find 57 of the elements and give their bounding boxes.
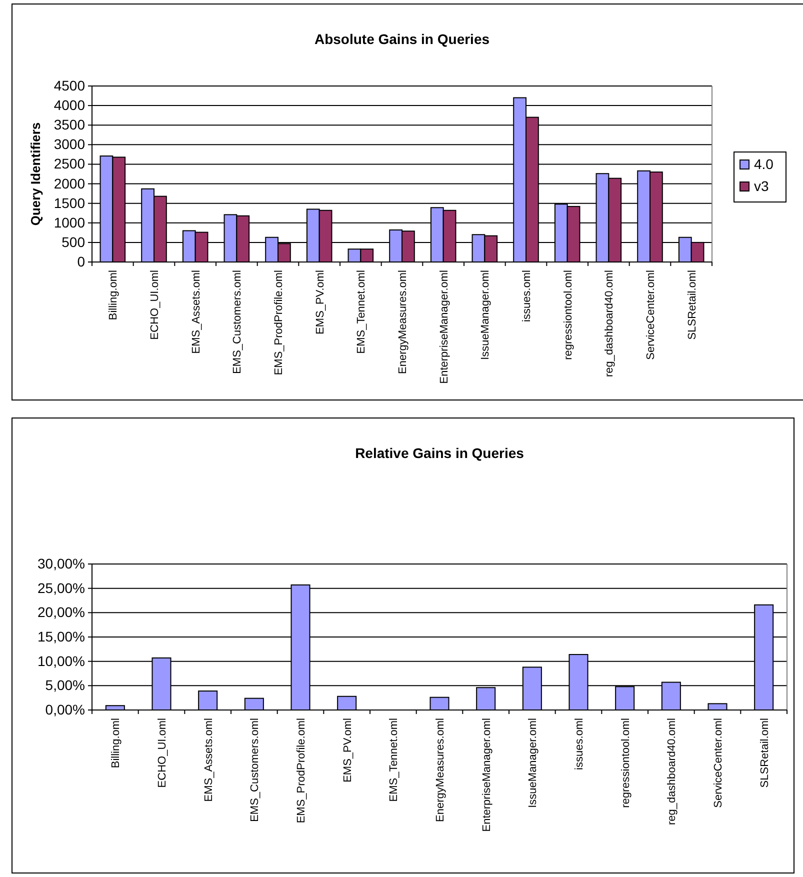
y-tick-label: 3000	[54, 136, 86, 152]
x-tick-label: ECHO_UI.oml	[156, 718, 168, 788]
bar	[337, 696, 357, 710]
x-tick-label: regressiontool.oml	[620, 718, 632, 808]
x-tick-label: EnterpriseManager.oml	[480, 718, 493, 832]
bar	[430, 696, 450, 710]
x-tick-label: SLSRetail.oml	[758, 718, 771, 788]
x-tick-label: IssueManager.oml	[480, 270, 492, 360]
x-tick-label: ServiceCenter.oml	[645, 270, 657, 360]
chart-title: Absolute Gains in Queries	[314, 31, 490, 47]
x-tick-label: EMS_Customers.oml	[249, 718, 262, 822]
x-tick-label: EMS_Tennet.oml	[388, 718, 400, 802]
y-tick-label: 1500	[54, 194, 86, 211]
y-axis-title: Query Identifiers	[28, 122, 43, 226]
y-tick-label: 5,00%	[45, 677, 85, 694]
x-tick-label: Billing.oml	[108, 270, 120, 320]
y-tick-label: 2500	[54, 156, 86, 172]
x-tick-label: reg_dashboard40.oml	[666, 718, 678, 826]
x-tick-label: EMS_ProdProfile.oml	[296, 718, 308, 824]
chart-title: Relative Gains in Queries	[355, 445, 524, 461]
x-tick-label: EnergyMeasures.oml	[434, 718, 446, 822]
x-tick-label: ECHO_UI.oml	[149, 270, 161, 340]
x-tick-label: IssueManager.oml	[527, 718, 540, 808]
y-tick-label: 500	[62, 234, 86, 250]
y-tick-label: 10,00%	[38, 652, 85, 669]
x-tick-label: reg_dashboard40.oml	[604, 270, 616, 378]
x-tick-label: EMS_PV.oml	[314, 270, 326, 334]
y-tick-label: 20,00%	[38, 604, 85, 620]
y-tick-label: 30,00%	[38, 555, 85, 572]
bar	[708, 703, 728, 710]
x-tick-label: issues.oml	[574, 718, 586, 770]
y-tick-label: 2000	[54, 175, 86, 192]
legend-label: v3	[754, 178, 769, 194]
legend-label: 4.0	[754, 156, 774, 172]
x-tick-label: EnergyMeasures.oml	[397, 270, 409, 374]
bar	[198, 690, 218, 710]
y-tick-label: 4500	[54, 77, 86, 94]
x-tick-label: ServiceCenter.oml	[712, 718, 724, 808]
x-tick-label: regressiontool.oml	[562, 270, 574, 360]
bar	[244, 698, 264, 710]
y-tick-label: 1000	[54, 214, 86, 230]
y-tick-label: 15,00%	[38, 628, 85, 644]
x-tick-label: EMS_Tennet.oml	[356, 270, 368, 354]
x-tick-label: SLSRetail.oml	[686, 270, 698, 340]
x-tick-label: EMS_ProdProfile.oml	[273, 270, 285, 376]
x-tick-label: issues.oml	[521, 270, 533, 322]
y-tick-label: 0	[77, 253, 86, 270]
x-tick-label: EMS_Assets.oml	[202, 718, 215, 802]
y-tick-label: 3500	[54, 116, 86, 133]
y-tick-label: 4000	[54, 97, 86, 114]
x-tick-label: EMS_Customers.oml	[232, 270, 244, 374]
x-tick-label: Billing.oml	[110, 718, 122, 768]
x-tick-label: EMS_Assets.oml	[190, 270, 202, 354]
x-tick-label: EnterpriseManager.oml	[438, 270, 450, 384]
x-tick-label: EMS_PV.oml	[342, 718, 354, 782]
y-tick-label: 0,00%	[45, 701, 85, 718]
y-tick-label: 25,00%	[38, 580, 85, 596]
